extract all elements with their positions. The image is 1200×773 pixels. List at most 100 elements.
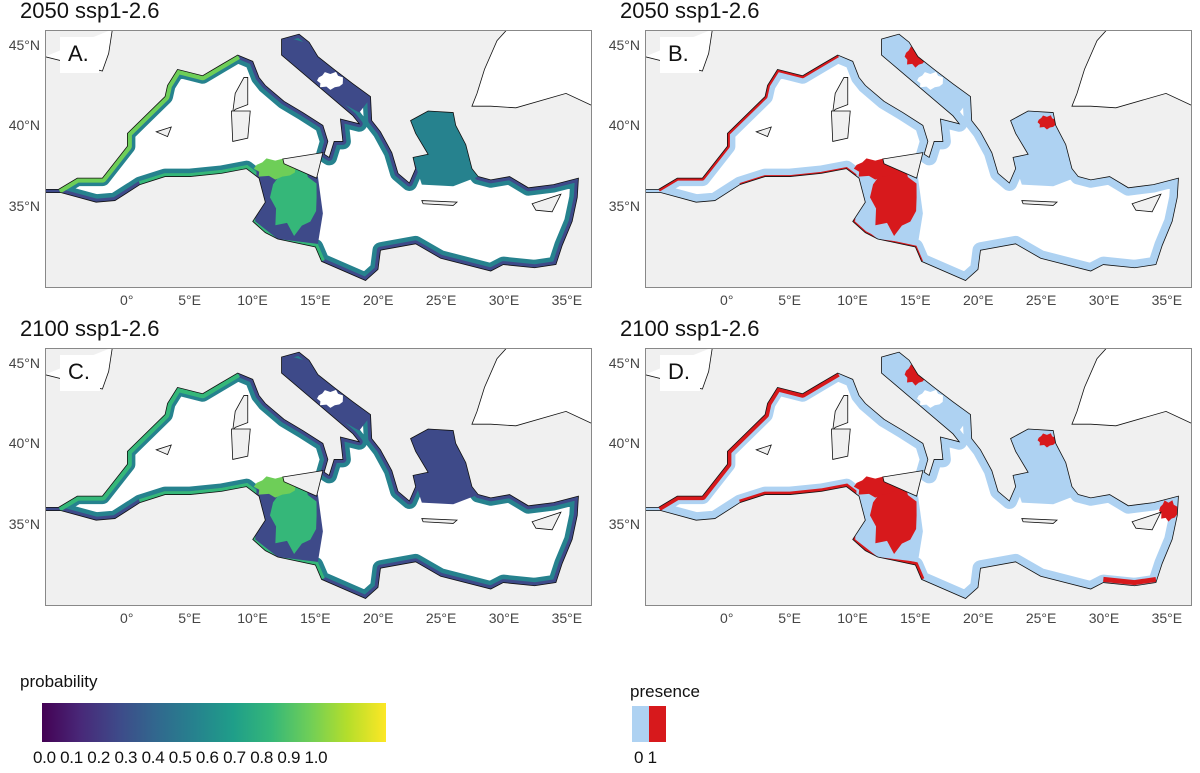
lon-tick-label: 0° — [720, 610, 734, 626]
map-svg — [46, 31, 591, 287]
coastline — [46, 34, 578, 280]
lon-tick-label: 5°E — [778, 292, 801, 308]
presence-legend-title: presence — [630, 682, 700, 701]
lon-tick-label: 0° — [720, 292, 734, 308]
panel-label: C. — [60, 355, 100, 391]
black-sea-region — [472, 349, 591, 426]
island — [1132, 194, 1161, 212]
island — [1022, 519, 1057, 524]
map-svg — [646, 349, 1191, 605]
lon-tick-label: 35°E — [551, 610, 583, 626]
panel-title: 2100 ssp1-2.6 — [620, 316, 760, 341]
tunisian-shelf-core — [269, 478, 317, 554]
island — [283, 153, 323, 179]
lon-tick-label: 10°E — [837, 292, 868, 308]
lon-tick-label: 20°E — [362, 292, 394, 308]
map-panel-b: 2050 ssp1-2.6 B. 45°N 40°N 35°N 0° 5°E 10°E 15°… — [600, 0, 1200, 320]
lon-tick-label: 5°E — [178, 610, 201, 626]
adriatic-deep-area — [917, 71, 943, 90]
lon-tick-label: 30°E — [1088, 292, 1120, 308]
island — [283, 471, 323, 497]
island — [422, 201, 457, 206]
lon-tick-label: 20°E — [362, 610, 394, 626]
lon-tick-label: 25°E — [425, 292, 457, 308]
presence-legend-ticks: 0 1 — [634, 748, 657, 767]
island — [422, 519, 457, 524]
aegean-presence — [1037, 433, 1056, 448]
lat-tick-label: 35°N — [8, 197, 40, 214]
lon-tick-label: 5°E — [178, 292, 201, 308]
lat-tick-label: 35°N — [8, 515, 40, 532]
lat-tick-label: 45°N — [8, 354, 40, 371]
lat-tick-label: 40°N — [608, 435, 640, 452]
lat-tick-label: 35°N — [608, 197, 640, 214]
lat-tick-label: 40°N — [608, 117, 640, 134]
lon-tick-label: 0° — [120, 292, 134, 308]
coastline — [46, 352, 578, 598]
map-plot-area: D. — [645, 348, 1192, 606]
probability-colorbar — [42, 703, 386, 742]
lon-tick-label: 35°E — [1151, 292, 1183, 308]
island — [231, 429, 250, 459]
lon-tick-label: 35°E — [1151, 610, 1183, 626]
adriatic-deep-area — [317, 71, 343, 90]
coastline — [646, 34, 1178, 280]
probability-legend-ticks: 0.0 0.1 0.2 0.3 0.4 0.5 0.6 0.7 0.8 0.9 … — [33, 748, 328, 767]
panel-title: 2050 ssp1-2.6 — [20, 0, 160, 23]
lat-tick-label: 45°N — [608, 36, 640, 53]
tunisian-shelf-core — [269, 160, 317, 236]
island — [231, 111, 250, 141]
map-plot-area: A. — [45, 30, 592, 288]
lon-tick-label: 5°E — [778, 610, 801, 626]
island — [532, 194, 561, 212]
levant-presence — [1159, 500, 1178, 522]
adriatic-deep-area — [917, 389, 943, 408]
island — [156, 445, 171, 455]
black-sea-region — [1072, 349, 1191, 426]
island — [883, 471, 923, 497]
lon-tick-label: 15°E — [300, 610, 331, 626]
panel-title: 2050 ssp1-2.6 — [620, 0, 760, 23]
tunisian-shelf-core — [869, 160, 917, 236]
egypt-coast-presence — [1103, 576, 1157, 586]
lon-tick-label: 15°E — [900, 292, 931, 308]
aegean-habitat — [1010, 428, 1079, 505]
island — [756, 445, 771, 455]
lon-tick-label: 30°E — [488, 610, 520, 626]
probability-legend-title: probability — [20, 672, 98, 691]
black-sea-region — [1072, 31, 1191, 108]
lon-tick-label: 20°E — [962, 292, 994, 308]
island — [831, 429, 850, 459]
map-plot-area: C. — [45, 348, 592, 606]
map-panel-d: 2100 ssp1-2.6 D. 45°N 40°N 35°N 0° 5°E 10°E 15°… — [600, 316, 1200, 638]
lon-tick-label: 25°E — [425, 610, 457, 626]
presence-swatch-1 — [649, 706, 666, 742]
lon-tick-label: 10°E — [237, 292, 268, 308]
island — [831, 111, 850, 141]
island — [156, 127, 171, 137]
presence-swatch-0 — [632, 706, 649, 742]
adriatic-deep-area — [317, 389, 343, 408]
lon-tick-label: 15°E — [300, 292, 331, 308]
black-sea-region — [472, 31, 591, 108]
aegean-habitat — [1010, 110, 1079, 187]
aegean-habitat — [410, 110, 479, 187]
aegean-presence — [1037, 115, 1056, 130]
panel-title: 2100 ssp1-2.6 — [20, 316, 160, 341]
lon-tick-label: 15°E — [900, 610, 931, 626]
lon-tick-label: 10°E — [237, 610, 268, 626]
map-svg — [646, 31, 1191, 287]
lon-tick-label: 10°E — [837, 610, 868, 626]
lon-tick-label: 35°E — [551, 292, 583, 308]
panel-label: D. — [660, 355, 700, 391]
tunisian-shelf-core — [869, 478, 917, 554]
island — [1022, 201, 1057, 206]
map-panel-c: 2100 ssp1-2.6 C. 45°N 40°N 35°N 0° 5°E 10°E 15°… — [0, 316, 600, 638]
panel-label: B. — [660, 37, 699, 73]
lat-tick-label: 40°N — [8, 435, 40, 452]
lat-tick-label: 45°N — [608, 354, 640, 371]
lat-tick-label: 45°N — [8, 36, 40, 53]
island — [883, 153, 923, 179]
aegean-habitat — [410, 428, 479, 505]
